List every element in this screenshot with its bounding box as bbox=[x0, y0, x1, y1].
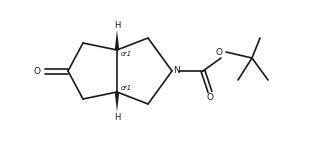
Text: N: N bbox=[173, 65, 180, 75]
Text: or1: or1 bbox=[121, 85, 132, 91]
Text: H: H bbox=[114, 20, 120, 30]
Text: O: O bbox=[215, 48, 223, 57]
Text: O: O bbox=[34, 66, 41, 76]
Text: H: H bbox=[114, 112, 120, 122]
Text: or1: or1 bbox=[121, 51, 132, 57]
Text: O: O bbox=[207, 93, 214, 103]
Polygon shape bbox=[115, 92, 119, 112]
Polygon shape bbox=[115, 30, 119, 50]
